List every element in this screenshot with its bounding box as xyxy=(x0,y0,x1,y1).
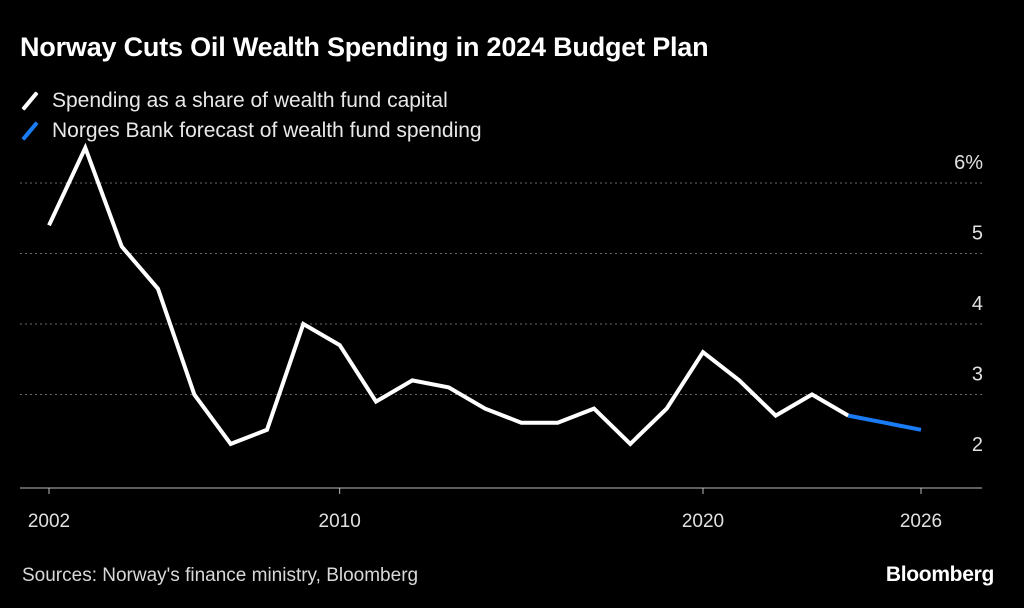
data-point-actual-2022 xyxy=(774,414,777,417)
data-point-actual-2011 xyxy=(375,400,378,403)
data-point-actual-2023 xyxy=(811,393,814,396)
data-point-actual-2002 xyxy=(48,224,51,227)
data-point-actual-2007 xyxy=(229,442,232,445)
series-line-actual xyxy=(47,142,850,447)
x-tick-label: 2002 xyxy=(28,511,70,532)
legend-item-actual: Spending as a share of wealth fund capit… xyxy=(22,86,482,116)
legend-label-forecast: Norges Bank forecast of wealth fund spen… xyxy=(52,119,482,142)
data-point-actual-2009 xyxy=(302,323,305,326)
data-point-actual-2018 xyxy=(629,442,632,445)
y-tick-label: 2 xyxy=(972,434,983,456)
y-tick-label: 3 xyxy=(972,364,983,386)
data-point-actual-2017 xyxy=(593,407,596,410)
data-point-forecast-2026 xyxy=(920,428,923,431)
x-tick-label: 2026 xyxy=(900,511,942,532)
legend-item-forecast: Norges Bank forecast of wealth fund spen… xyxy=(22,116,482,146)
data-point-forecast-2025 xyxy=(883,421,886,424)
data-point-actual-2014 xyxy=(484,407,487,410)
data-point-actual-2019 xyxy=(665,407,668,410)
data-point-actual-2013 xyxy=(447,386,450,389)
data-point-actual-2005 xyxy=(157,287,160,290)
data-point-actual-2003 xyxy=(84,146,87,149)
bloomberg-logo: Bloomberg xyxy=(885,563,994,586)
data-point-actual-2012 xyxy=(411,379,414,382)
legend-label-actual: Spending as a share of wealth fund capit… xyxy=(52,89,448,112)
data-point-actual-2021 xyxy=(738,379,741,382)
data-point-actual-2010 xyxy=(338,344,341,347)
chart-title: Norway Cuts Oil Wealth Spending in 2024 … xyxy=(20,32,709,62)
source-note: Sources: Norway's finance ministry, Bloo… xyxy=(22,565,419,586)
data-point-actual-2016 xyxy=(556,421,559,424)
data-point-forecast-2024 xyxy=(847,414,850,417)
y-tick-label: 5 xyxy=(972,223,983,245)
data-point-actual-2015 xyxy=(520,421,523,424)
y-tick-label: 6% xyxy=(954,152,983,174)
data-point-actual-2006 xyxy=(193,393,196,396)
legend: Spending as a share of wealth fund capit… xyxy=(22,86,482,146)
x-tick-label: 2020 xyxy=(682,511,724,532)
y-tick-label: 4 xyxy=(972,293,983,315)
x-tick-label: 2010 xyxy=(319,511,361,532)
series-line-forecast xyxy=(847,413,922,432)
data-point-actual-2020 xyxy=(702,351,705,354)
data-point-actual-2008 xyxy=(266,428,269,431)
data-point-actual-2004 xyxy=(120,245,123,248)
